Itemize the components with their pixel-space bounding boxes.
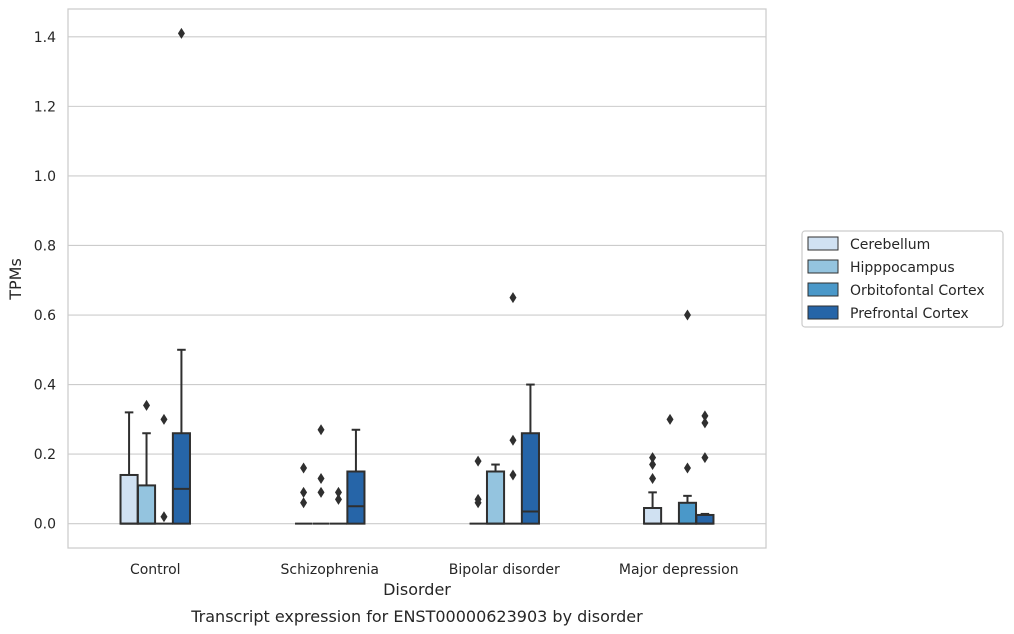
box-3-0 (171, 27, 191, 525)
legend-label: Hipppocampus (850, 260, 955, 276)
y-tick-label: 1.0 (34, 169, 56, 185)
outlier-point (649, 459, 657, 471)
box-0-0 (119, 411, 139, 525)
box-body (485, 470, 506, 525)
box-body (695, 513, 715, 525)
outlier-point (701, 417, 709, 429)
x-tick-label: Major depression (619, 562, 739, 578)
box-2-2 (504, 292, 522, 525)
outlier-point (509, 434, 517, 446)
box-body (643, 507, 663, 525)
outlier-point (317, 424, 325, 436)
box-1-1 (312, 424, 330, 525)
box-body (346, 470, 366, 525)
box-0-1 (295, 462, 313, 525)
legend-swatch (807, 282, 839, 297)
box-1-3 (661, 413, 679, 525)
legend-swatch (807, 259, 839, 274)
legend-label: Orbitofontal Cortex (850, 283, 985, 299)
outlier-point (300, 497, 308, 509)
outlier-point (474, 455, 482, 467)
box-2-3 (677, 309, 698, 525)
box-2-1 (329, 486, 348, 525)
y-tick-label: 0.4 (34, 378, 56, 394)
legend: Cerebellum Hipppocampus Orbitofontal Corte… (801, 230, 1004, 328)
y-tick-label: 1.2 (34, 99, 56, 115)
outlier-point (701, 410, 709, 422)
outlier-point (143, 399, 151, 411)
outlier-point (701, 452, 709, 464)
outlier-point (300, 462, 308, 474)
outlier-point (683, 462, 691, 474)
chart-caption: Transcript expression for ENST0000062390… (190, 607, 643, 626)
legend-label: Cerebellum (850, 237, 930, 253)
box-1-0 (136, 399, 157, 525)
outlier-point (509, 469, 517, 481)
x-axis-ticks: Control Schizophrenia Bipolar disorder Majo… (130, 562, 739, 578)
outlier-point (666, 413, 674, 425)
outlier-point (160, 413, 168, 425)
legend-swatch (807, 236, 839, 251)
outlier-point (177, 27, 185, 39)
box-body (136, 484, 157, 525)
box-3-3 (695, 410, 715, 525)
box-1-2 (485, 463, 506, 525)
y-tick-label: 0.0 (34, 517, 56, 533)
outlier-point (509, 292, 517, 304)
x-tick-label: Control (130, 562, 181, 578)
box-0-2 (469, 455, 487, 525)
legend-swatch (807, 305, 839, 320)
box-plot-series (119, 27, 715, 525)
y-tick-label: 0.8 (34, 238, 56, 254)
box-body (520, 432, 540, 525)
y-tick-label: 1.4 (34, 30, 56, 46)
outlier-point (300, 486, 308, 498)
outlier-point (649, 472, 657, 484)
legend-frame (801, 230, 1004, 328)
x-axis-label: Disorder (383, 580, 451, 599)
box-body (677, 501, 698, 525)
y-tick-label: 0.6 (34, 308, 56, 324)
box-3-1 (346, 428, 366, 525)
y-axis-ticks: 0.0 0.2 0.4 0.6 0.8 1.0 1.2 1.4 (34, 30, 56, 533)
x-tick-label: Bipolar disorder (449, 562, 560, 578)
box-0-3 (643, 452, 663, 525)
plot-frame (67, 8, 767, 549)
y-axis-label: TPMs (6, 258, 25, 301)
outlier-point (649, 452, 657, 464)
outlier-point (683, 309, 691, 321)
outlier-point (474, 493, 482, 505)
outlier-point (334, 493, 342, 505)
box-3-2 (520, 383, 540, 525)
box-2-0 (155, 413, 173, 525)
outlier-point (334, 486, 342, 498)
outlier-point (317, 486, 325, 498)
legend-label: Prefrontal Cortex (850, 306, 969, 322)
y-tick-label: 0.2 (34, 447, 56, 463)
x-tick-label: Schizophrenia (281, 562, 379, 578)
outlier-point (317, 472, 325, 484)
box-body (171, 432, 191, 525)
outlier-point (160, 511, 168, 523)
box-body (119, 473, 139, 525)
